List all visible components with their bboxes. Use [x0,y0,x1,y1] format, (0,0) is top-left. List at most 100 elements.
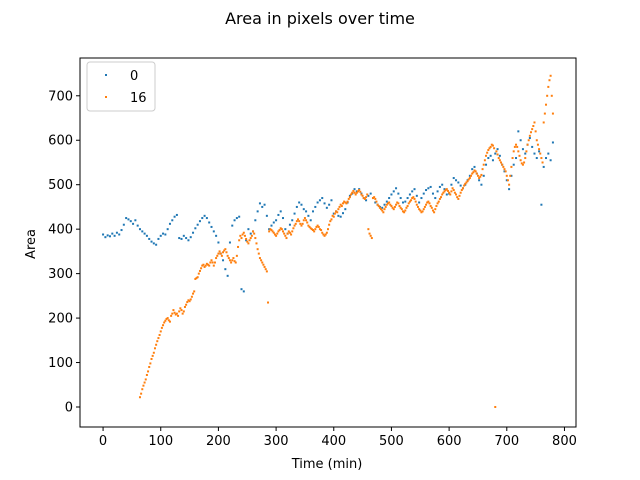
series-16-point-259 [437,200,440,203]
series-0-point-135 [413,188,416,191]
series-0-point-161 [473,165,476,168]
series-0-point-29 [168,222,171,225]
series-0-point-152 [452,177,455,180]
series-16-point-341 [532,125,535,128]
series-0-point-1 [104,236,107,239]
series-16-point-176 [342,202,344,205]
series-16-point-308 [494,405,497,408]
series-16-point-50 [196,276,199,279]
series-16-point-140 [300,224,303,227]
series-16-point-243 [419,209,422,212]
series-16-point-207 [377,205,380,208]
series-0-point-12 [129,220,132,223]
series-16-point-305 [490,143,493,146]
series-16-point-91 [243,234,246,237]
series-16-point-236 [411,197,414,200]
series-0-point-151 [450,183,453,186]
series-16-point-171 [336,211,339,214]
series-16-point-278 [459,191,462,194]
series-16-point-292 [475,172,478,175]
series-16-point-268 [448,191,451,194]
series-16-point-23 [165,317,168,320]
series-16-point-148 [309,227,312,230]
series-0-point-86 [300,203,303,206]
series-0-point-103 [339,215,342,218]
series-16-point-114 [270,229,273,232]
series-0-point-137 [418,201,421,204]
series-16-point-312 [498,159,501,162]
series-16-point-56 [203,265,206,268]
series-16-point-319 [506,179,509,182]
series-16-point-346 [538,148,541,151]
series-16-point-46 [192,292,195,295]
series-16-point-262 [441,193,444,196]
series-0-point-131 [404,200,407,203]
series-16-point-253 [430,206,433,209]
series-0-point-34 [180,237,183,240]
series-0-point-129 [399,197,402,200]
series-16-point-122 [279,227,282,230]
series-16-point-199 [368,232,371,235]
series-16-point-322 [510,165,513,168]
series-16-point-174 [339,203,342,206]
x-tick-label-2: 200 [206,434,231,449]
series-16-point-170 [335,210,338,213]
series-0-point-6 [115,231,118,234]
series-0-point-89 [307,214,310,217]
series-16-point-201 [370,237,373,240]
series-16-point-138 [298,220,301,223]
legend-label-series-0: 0 [130,69,138,84]
series-16-point-191 [359,190,362,193]
series-16-point-29 [172,309,175,312]
series-16-point-214 [385,203,388,206]
series-0-point-160 [471,168,474,171]
series-16-point-212 [383,208,386,211]
series-0-point-85 [298,201,301,204]
series-0-point-64 [249,232,252,235]
series-16-point-165 [329,220,332,223]
series-16-point-31 [174,313,177,316]
series-0-point-24 [157,237,160,240]
x-axis-ticks: 0 100 200 300 400 500 600 700 800 [99,427,577,449]
series-16-point-218 [390,205,393,208]
series-0-point-116 [369,192,372,195]
series-16-point-221 [393,205,396,208]
series-16-point-4 [143,381,146,384]
series-0-point-42 [198,220,201,223]
series-0-point-8 [120,229,123,232]
series-16-point-17 [158,333,161,336]
series-0-point-177 [510,174,513,177]
series-16-point-173 [338,205,341,208]
series-16-point-231 [405,206,408,209]
series-16-point-131 [290,233,293,236]
series-16-point-258 [436,202,439,205]
series-16-point-163 [327,228,329,231]
series-0-point-154 [457,181,460,184]
series-0-point-169 [491,159,494,162]
series-0-point-133 [408,193,411,196]
x-tick-label-7: 700 [494,434,519,449]
series-0-point-3 [108,235,111,238]
series-0-point-185 [528,137,531,140]
series-16-point-8 [148,365,151,368]
series-0-point-60 [240,288,243,291]
series-16-point-87 [239,234,242,237]
series-0-point-149 [445,193,448,196]
x-tick-label-3: 300 [264,434,289,449]
series-0-point-4 [111,232,114,235]
legend-label-series-1: 16 [130,91,147,106]
series-0-point-66 [254,219,257,222]
series-16-point-196 [365,196,368,199]
series-0-point-87 [302,208,305,211]
series-16-point-112 [268,230,271,233]
series-16-point-67 [216,254,219,257]
series-16-point-61 [209,261,212,264]
series-0-point-26 [162,232,165,235]
series-0-point-175 [505,179,508,182]
series-0-point-187 [533,152,536,155]
series-0-point-56 [231,224,234,227]
series-16-point-59 [207,263,210,266]
series-16-point-316 [503,168,506,171]
series-0-point-13 [132,222,135,225]
